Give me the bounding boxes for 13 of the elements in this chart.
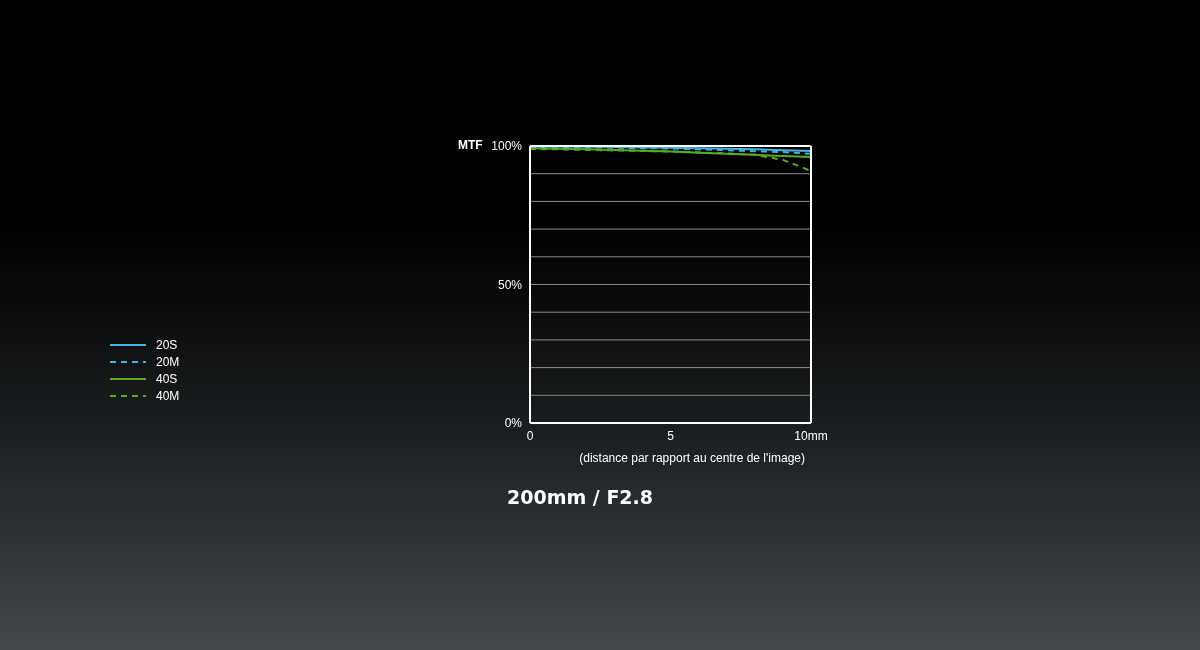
legend-label: 40M — [156, 388, 180, 403]
x-axis-title: (distance par rapport au centre de l'image) — [579, 451, 805, 465]
text: 200mm / F2.8 — [505, 486, 655, 508]
y-tick-label: 100% — [491, 139, 523, 154]
y-axis-title: MTF — [458, 137, 483, 152]
legend-label: 20M — [156, 354, 180, 369]
x-tick-label: 0 — [526, 428, 534, 443]
x-tick-label: 10mm — [794, 428, 828, 443]
legend-label: 40S — [156, 371, 178, 386]
y-tick-label: 0% — [504, 416, 523, 431]
x-tick-label: 5 — [667, 428, 675, 443]
legend-label: 20S — [156, 337, 178, 352]
y-tick-label: 50% — [497, 277, 523, 292]
